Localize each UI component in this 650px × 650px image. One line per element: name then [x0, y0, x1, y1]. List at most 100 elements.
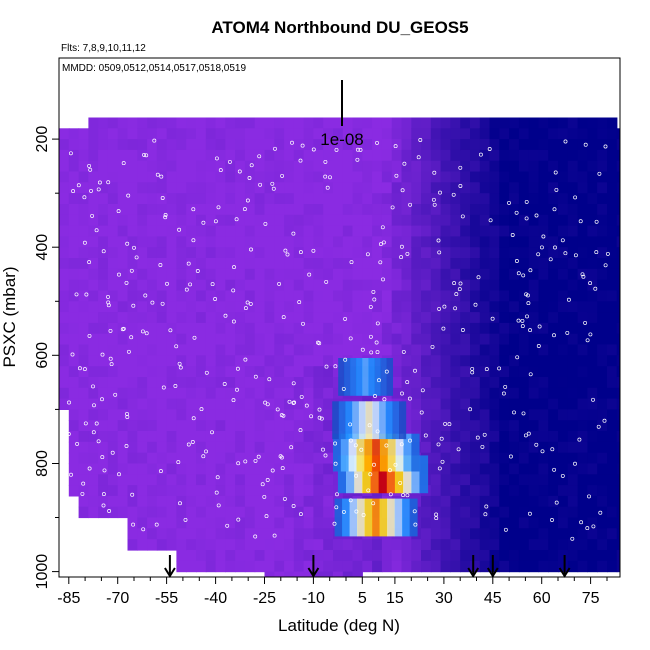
heat-cell: [421, 258, 432, 270]
heat-cell: [137, 290, 148, 302]
sample-point: [223, 313, 228, 318]
heat-cell: [587, 204, 598, 216]
heat-cell: [205, 377, 217, 389]
heat-cell: [98, 214, 109, 227]
heat-cell: [68, 441, 80, 454]
heat-cell: [577, 398, 588, 410]
heat-cell: [430, 441, 442, 454]
heat-cell: [137, 171, 148, 183]
heat-cell: [68, 355, 80, 367]
heat-cell: [186, 322, 197, 335]
heat-cell: [323, 441, 334, 454]
heat-cell: [293, 355, 305, 367]
heat-cell: [244, 193, 256, 205]
sample-point: [587, 494, 591, 499]
dust-core-cell: [362, 455, 371, 494]
sample-point: [298, 512, 303, 517]
heat-cell: [225, 214, 236, 227]
heat-cell: [196, 528, 207, 540]
heat-cell: [107, 355, 119, 367]
sample-point: [243, 306, 248, 311]
heat-cell: [528, 182, 540, 194]
heat-cell: [107, 258, 119, 270]
heat-cell: [147, 268, 158, 281]
heat-cell: [147, 366, 158, 378]
heat-cell: [244, 258, 256, 270]
sample-point: [186, 442, 191, 447]
sample-point: [375, 140, 379, 145]
heat-cell: [274, 506, 285, 519]
heat-cell: [597, 268, 608, 281]
heat-cell: [254, 420, 266, 432]
heat-cell: [372, 225, 383, 237]
heat-cell: [538, 279, 549, 292]
heat-cell: [381, 225, 393, 237]
heat-cell: [430, 506, 442, 519]
heat-cell: [147, 387, 158, 400]
sample-point: [325, 185, 330, 190]
heat-cell: [235, 431, 246, 443]
heat-cell: [411, 550, 422, 562]
heat-cell: [616, 214, 620, 227]
sample-point: [359, 447, 364, 452]
heat-cell: [117, 258, 129, 270]
heat-cell: [509, 117, 520, 129]
heat-cell: [528, 258, 540, 270]
heat-cell: [196, 366, 207, 378]
sample-point: [453, 306, 458, 311]
heat-cell: [499, 182, 510, 194]
heat-cell: [78, 312, 89, 324]
heat-cell: [460, 225, 471, 237]
heat-cell: [117, 236, 129, 248]
heat-cell: [489, 474, 500, 486]
heat-cell: [196, 160, 207, 173]
heat-cell: [567, 182, 579, 194]
heat-cell: [567, 560, 579, 573]
heat-cell: [137, 528, 148, 540]
sample-point: [249, 247, 253, 252]
heat-cell: [166, 247, 177, 259]
heat-cell: [401, 182, 412, 194]
heat-cell: [499, 409, 510, 421]
sample-point: [125, 241, 130, 246]
heat-cell: [323, 204, 334, 216]
heat-cell: [499, 171, 510, 183]
heat-cell: [401, 193, 412, 205]
heat-cell: [303, 344, 314, 356]
sample-point: [521, 411, 526, 416]
heat-cell: [567, 463, 579, 475]
heat-cell: [127, 193, 138, 205]
heat-cell: [98, 128, 109, 140]
heat-cell: [607, 333, 618, 346]
heat-cell: [587, 387, 598, 400]
heat-cell: [470, 517, 481, 529]
heat-cell: [274, 117, 285, 129]
heat-cell: [166, 301, 177, 313]
heat-cell: [528, 474, 540, 486]
dust-core-cell: [372, 401, 380, 440]
heat-cell: [137, 139, 148, 151]
heat-cell: [499, 398, 510, 410]
heat-cell: [264, 236, 275, 248]
heat-cell: [616, 409, 620, 421]
heat-cell: [254, 279, 266, 292]
heat-cell: [499, 560, 510, 573]
heat-cell: [597, 409, 608, 421]
heat-cell: [313, 322, 324, 335]
heat-cell: [59, 160, 70, 173]
sample-point: [553, 170, 558, 175]
heat-cell: [196, 128, 207, 140]
heat-cell: [587, 182, 598, 194]
heat-cell: [528, 160, 540, 173]
heat-cell: [538, 495, 549, 508]
heat-cell: [78, 182, 89, 194]
heat-cell: [577, 333, 588, 346]
heat-cell: [88, 236, 99, 248]
heat-cell: [235, 474, 246, 486]
heat-cell: [323, 312, 334, 324]
heat-cell: [117, 344, 129, 356]
heat-cell: [176, 387, 187, 400]
heat-cell: [274, 214, 285, 227]
heat-cell: [479, 539, 491, 551]
heat-cell: [225, 236, 236, 248]
